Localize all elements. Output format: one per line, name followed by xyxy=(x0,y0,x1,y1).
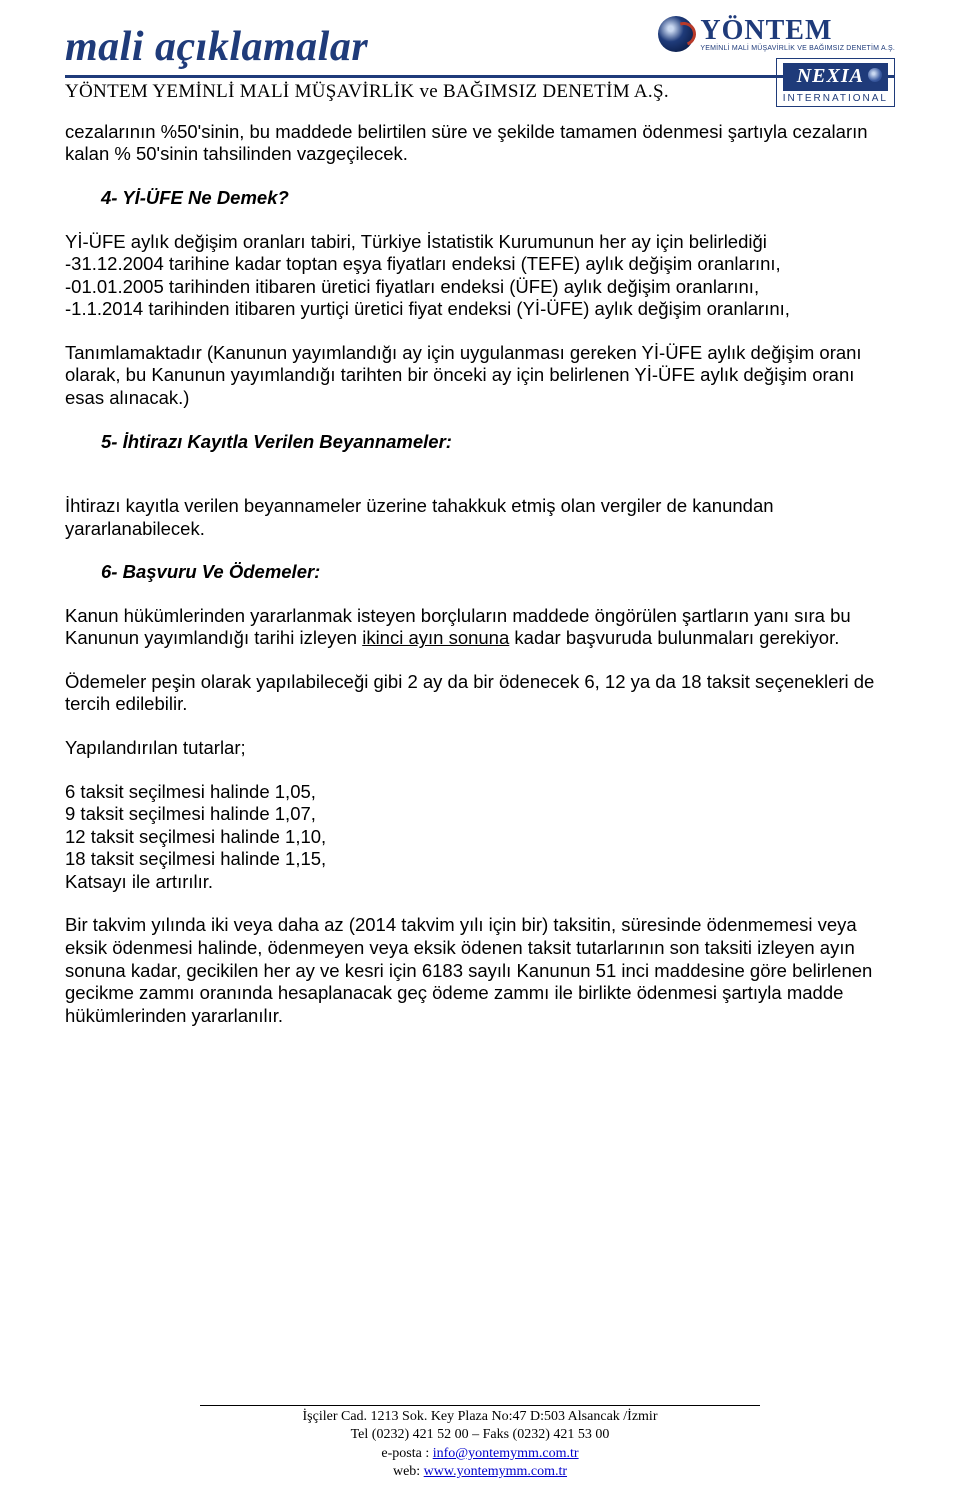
para-5: Kanun hükümlerinden yararlanmak isteyen … xyxy=(65,605,895,650)
para-2b: -31.12.2004 tarihine kadar toptan eşya f… xyxy=(65,253,895,276)
logo-tag: YEMİNLİ MALİ MÜŞAVİRLİK VE BAĞIMSIZ DENE… xyxy=(700,45,895,52)
document-page: mali açıklamalar YÖNTEM YEMİNLİ MALİ MÜŞ… xyxy=(0,0,960,1505)
para-2c: -01.01.2005 tarihinden itibaren üretici … xyxy=(65,276,895,299)
taksit-2: 9 taksit seçilmesi halinde 1,07, xyxy=(65,803,895,826)
para-7: Yapılandırılan tutarlar; xyxy=(65,737,895,760)
body-content: cezalarının %50'sinin, bu maddede belirt… xyxy=(65,121,895,1027)
para-6: Ödemeler peşin olarak yapılabileceği gib… xyxy=(65,671,895,716)
footer-web-label: web: xyxy=(393,1464,424,1479)
nexia-top: NEXIA xyxy=(783,63,888,91)
para-5b: kadar başvuruda bulunmaları gerekiyor. xyxy=(509,627,839,648)
para-1: cezalarının %50'sinin, bu maddede belirt… xyxy=(65,121,895,166)
logo-text: YÖNTEM YEMİNLİ MALİ MÜŞAVİRLİK VE BAĞIMS… xyxy=(700,17,895,52)
nexia-logo: NEXIA INTERNATIONAL xyxy=(776,58,895,107)
heading-6: 6- Başvuru Ve Ödemeler: xyxy=(65,561,895,584)
yontem-logo: YÖNTEM YEMİNLİ MALİ MÜŞAVİRLİK VE BAĞIMS… xyxy=(658,16,895,52)
header-logos: YÖNTEM YEMİNLİ MALİ MÜŞAVİRLİK VE BAĞIMS… xyxy=(658,16,895,107)
footer-email-line: e-posta : info@yontemymm.com.tr xyxy=(65,1445,895,1463)
para-2d: -1.1.2014 tarihinden itibaren yurtiçi ür… xyxy=(65,298,895,321)
taksit-1: 6 taksit seçilmesi halinde 1,05, xyxy=(65,781,895,804)
footer-addr: İşçiler Cad. 1213 Sok. Key Plaza No:47 D… xyxy=(65,1408,895,1426)
footer-rule xyxy=(200,1405,760,1406)
footer-web-link[interactable]: www.yontemymm.com.tr xyxy=(424,1464,567,1479)
para-4: İhtirazı kayıtla verilen beyannameler üz… xyxy=(65,495,895,540)
footer-lines: İşçiler Cad. 1213 Sok. Key Plaza No:47 D… xyxy=(65,1408,895,1481)
footer-email-link[interactable]: info@yontemymm.com.tr xyxy=(433,1446,579,1461)
para-5-underline: ikinci ayın sonuna xyxy=(362,627,509,648)
para-2a: Yİ-ÜFE aylık değişim oranları tabiri, Tü… xyxy=(65,231,895,254)
page-footer: İşçiler Cad. 1213 Sok. Key Plaza No:47 D… xyxy=(65,1405,895,1481)
taksit-3: 12 taksit seçilmesi halinde 1,10, xyxy=(65,826,895,849)
taksit-4: 18 taksit seçilmesi halinde 1,15, xyxy=(65,848,895,871)
page-header: mali açıklamalar YÖNTEM YEMİNLİ MALİ MÜŞ… xyxy=(65,22,895,103)
footer-web-line: web: www.yontemymm.com.tr xyxy=(65,1463,895,1481)
taksit-5: Katsayı ile artırılır. xyxy=(65,871,895,894)
heading-4: 4- Yİ-ÜFE Ne Demek? xyxy=(65,187,895,210)
footer-tel: Tel (0232) 421 52 00 – Faks (0232) 421 5… xyxy=(65,1426,895,1444)
para-3: Tanımlamaktadır (Kanunun yayımlandığı ay… xyxy=(65,342,895,410)
heading-5: 5- İhtirazı Kayıtla Verilen Beyannameler… xyxy=(65,431,895,454)
swirl-icon xyxy=(658,16,694,52)
nexia-bottom: INTERNATIONAL xyxy=(783,91,888,104)
logo-main: YÖNTEM xyxy=(700,17,895,45)
footer-email-label: e-posta : xyxy=(381,1446,432,1461)
para-8: Bir takvim yılında iki veya daha az (201… xyxy=(65,914,895,1027)
